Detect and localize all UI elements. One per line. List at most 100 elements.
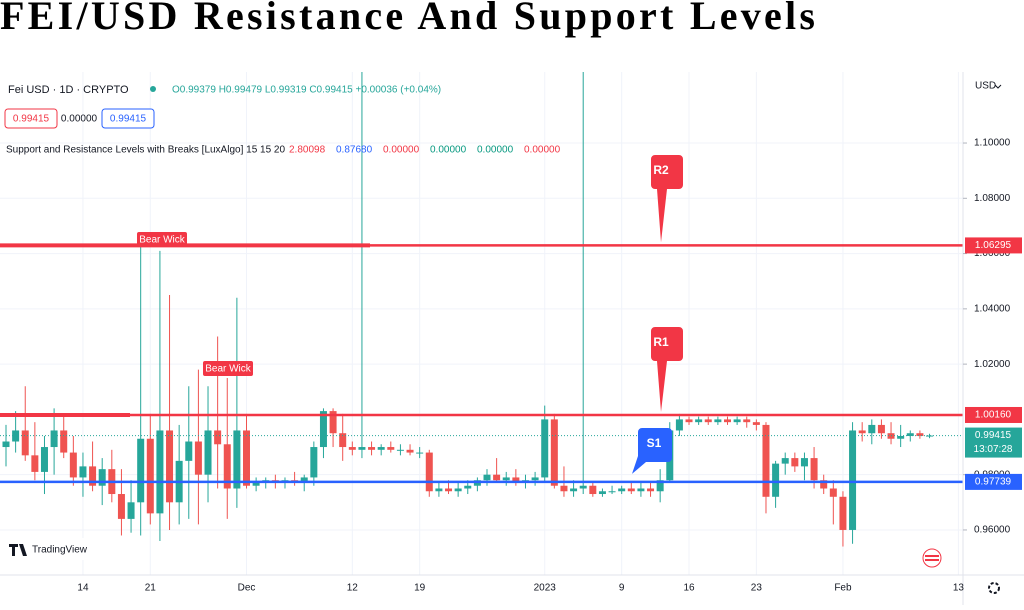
candle-body [425, 452, 433, 492]
candle-body [31, 455, 39, 472]
y-tick-label: 0.96000 [974, 525, 1011, 536]
candle-body [531, 477, 539, 481]
plot-area [0, 72, 963, 547]
settings-icon[interactable] [988, 582, 1000, 594]
candle-body [589, 485, 597, 495]
ask-box [101, 108, 155, 129]
chart-title: FEI/USD Resistance And Support Levels [0, 0, 815, 38]
candle-body [319, 411, 327, 448]
ohlc-legend: O0.99379 H0.99479 L0.99319 C0.99415 +0.0… [172, 85, 441, 96]
candle-body [98, 469, 106, 486]
annotation-label: Bear Wick [205, 364, 252, 375]
annotation-box [137, 232, 187, 247]
candle-body [243, 430, 250, 486]
candle-body [117, 494, 125, 519]
candle-body [810, 458, 818, 481]
x-tick-label: 14 [77, 583, 89, 594]
y-tick-label: 1.04000 [974, 303, 1011, 314]
level-callout [643, 327, 683, 412]
indicator-value: 0.00000 [430, 145, 467, 156]
annotation-box [203, 361, 253, 376]
candle-body [204, 430, 212, 475]
candle-body [156, 430, 164, 514]
candle-body [454, 488, 462, 492]
candle-body [647, 488, 655, 492]
flag-icon [922, 548, 942, 568]
countdown-label: 13:07:28 [974, 444, 1013, 455]
candle-body [21, 430, 29, 456]
candle-body [685, 419, 693, 423]
candle-body [675, 419, 683, 431]
candle-body [348, 447, 356, 450]
last-price-box [965, 427, 1022, 458]
flag-stripes [925, 555, 939, 561]
x-tick-label: 12 [347, 583, 359, 594]
level-price-label: 1.00160 [975, 410, 1012, 421]
candle-body [40, 447, 48, 472]
symbol-label: Fei USD · 1D · CRYPTO [8, 84, 129, 96]
x-tick-label: 23 [751, 583, 763, 594]
candle-body [79, 466, 87, 478]
candle-body [483, 474, 491, 481]
y-tick-label: 1.10000 [974, 138, 1011, 149]
indicator-value: 0.87680 [336, 145, 373, 156]
candle-body [820, 480, 828, 489]
x-tick-label: 21 [145, 583, 157, 594]
indicator-value: 0.00000 [383, 145, 420, 156]
candle-body [849, 430, 857, 530]
candle-body [339, 433, 347, 448]
level-callout-label: R2 [653, 163, 669, 177]
candle-body [146, 438, 154, 514]
candle-body [656, 480, 664, 492]
indicator-name: Support and Resistance Levels with Break… [6, 145, 285, 156]
candle-body [300, 477, 308, 483]
candle-body [310, 447, 318, 478]
candle-body [704, 419, 712, 423]
candle-body [493, 474, 501, 481]
indicator-value: 0.00000 [524, 145, 561, 156]
level-price-label: 1.06295 [975, 240, 1012, 251]
candle-body [435, 488, 443, 492]
annotation-label: Bear Wick [139, 235, 186, 246]
candle-body [800, 458, 808, 467]
logo: TradingView [4, 538, 92, 560]
level-price-box [965, 406, 1022, 423]
candle-body [868, 424, 876, 434]
candle-body [772, 463, 780, 497]
level-callout [632, 428, 672, 474]
x-tick-label: Dec [238, 583, 256, 594]
candle-body [214, 430, 222, 445]
candle-body [69, 452, 77, 478]
candle-body [714, 419, 722, 423]
x-tick-label: 2023 [534, 583, 557, 594]
candle-body [550, 419, 558, 486]
candle-body [358, 447, 366, 450]
indicator-value: 0.00000 [477, 145, 514, 156]
candle-body [223, 444, 231, 489]
candle-body [627, 488, 635, 492]
candle-body [89, 466, 97, 486]
currency-label: USD [975, 81, 996, 92]
candle-body [570, 488, 578, 492]
level-price-box [965, 473, 1022, 490]
x-tick-label: 16 [683, 583, 695, 594]
x-tick-label: 9 [619, 583, 625, 594]
level-callout-label: S1 [647, 436, 662, 450]
candle-body [50, 430, 58, 448]
bid-price: 0.99415 [13, 114, 50, 125]
candle-body [791, 458, 799, 467]
candle-body [416, 452, 424, 454]
candle-body [926, 435, 934, 437]
last-price-label: 0.99415 [975, 430, 1012, 441]
candle-body [839, 496, 847, 530]
x-tick-label: 19 [414, 583, 426, 594]
candle-body [329, 411, 337, 434]
y-tick-label: 1.08000 [974, 193, 1011, 204]
logo-text: TradingView [32, 545, 88, 556]
candle-body [406, 449, 414, 453]
candle-body [137, 438, 145, 503]
logo-mark [9, 544, 27, 556]
candle-body [877, 424, 885, 434]
